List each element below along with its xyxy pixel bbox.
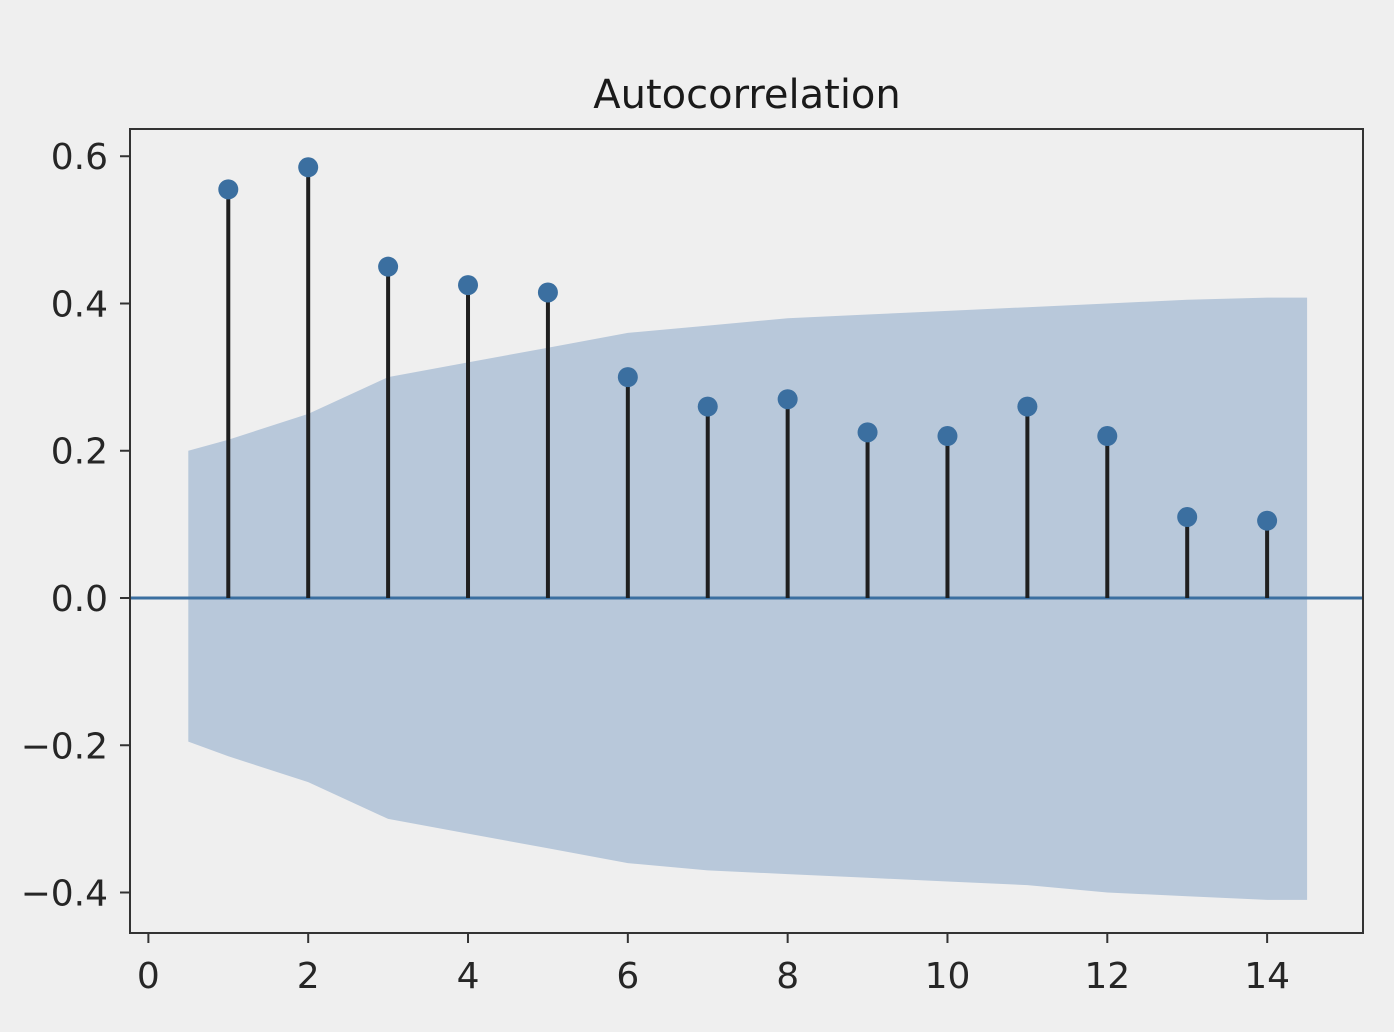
- stem-marker-lag-2: [298, 157, 319, 178]
- stem-marker-lag-12: [1097, 426, 1118, 447]
- y-tick-label: −0.4: [21, 874, 108, 915]
- stem-marker-lag-5: [537, 282, 558, 303]
- x-tick-label: 12: [1084, 956, 1130, 997]
- chart-title: Autocorrelation: [593, 72, 901, 118]
- x-tick-label: 8: [776, 956, 799, 997]
- y-tick-label: 0.2: [51, 432, 108, 473]
- stem-marker-lag-8: [777, 389, 798, 410]
- x-tick-label: 0: [137, 956, 160, 997]
- stem-marker-lag-4: [458, 275, 479, 296]
- stem-marker-lag-13: [1177, 507, 1198, 528]
- stem-marker-lag-14: [1257, 510, 1278, 531]
- x-tick-label: 10: [925, 956, 971, 997]
- plot-frame: [129, 128, 1364, 934]
- stem-marker-lag-1: [218, 179, 239, 200]
- stem-marker-lag-7: [697, 396, 718, 417]
- x-tick-label: 14: [1244, 956, 1290, 997]
- stem-marker-lag-11: [1017, 396, 1038, 417]
- x-tick-label: 2: [297, 956, 320, 997]
- y-tick-label: 0.6: [51, 137, 108, 178]
- x-tick-label: 6: [616, 956, 639, 997]
- y-tick-label: 0.4: [51, 284, 108, 325]
- stem-marker-lag-6: [617, 367, 638, 388]
- stem-marker-lag-9: [857, 422, 878, 443]
- stem-marker-lag-3: [378, 256, 399, 277]
- stem-marker-lag-10: [937, 426, 958, 447]
- y-tick-label: −0.2: [21, 726, 108, 767]
- y-tick-label: 0.0: [51, 579, 108, 620]
- x-tick-label: 4: [457, 956, 480, 997]
